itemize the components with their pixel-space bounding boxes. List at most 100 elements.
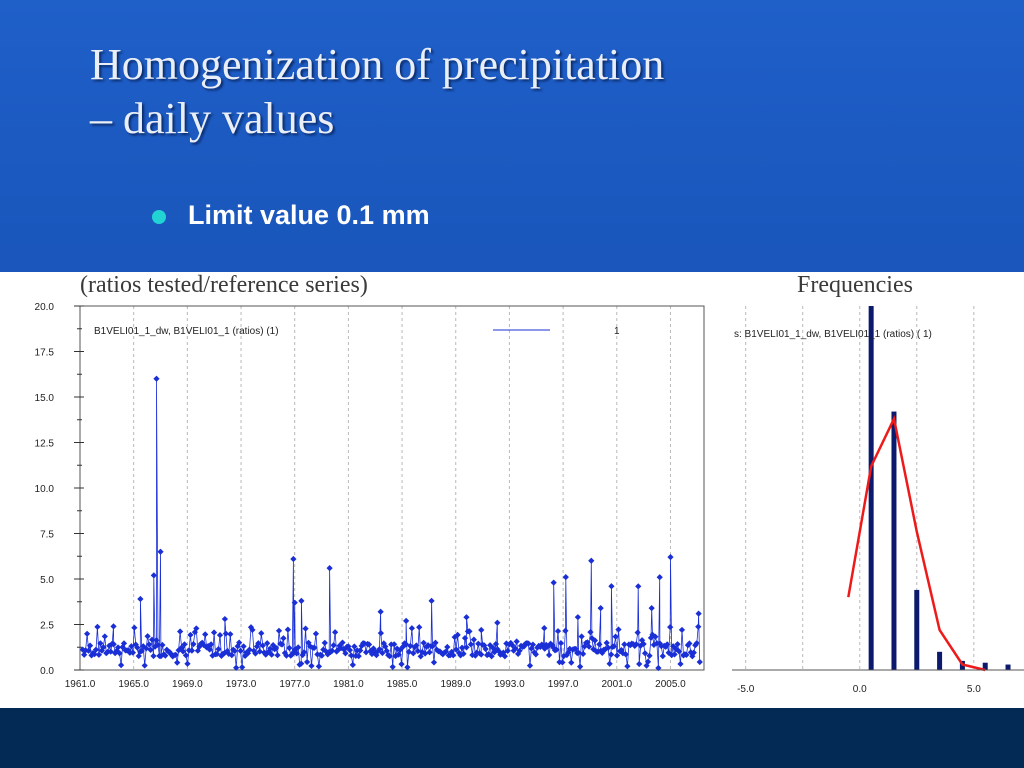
- ratio-point: [398, 660, 405, 668]
- ratio-point: [255, 640, 262, 647]
- ratio-point: [624, 663, 631, 670]
- ratio-point: [408, 625, 416, 632]
- ratio-point: [377, 608, 384, 615]
- ratio-series-line: [82, 378, 701, 669]
- frequency-x-tick-label: 5.0: [967, 684, 981, 695]
- ratio-point: [290, 555, 297, 563]
- frequency-bar: [891, 411, 897, 670]
- ratio-point: [656, 574, 663, 581]
- ratio-x-tick-label: 1969.0: [172, 679, 203, 690]
- ratio-point: [513, 638, 520, 645]
- ratio-point: [526, 662, 534, 669]
- ratio-point: [153, 637, 160, 644]
- chart-panel: 0.0 2.5 5.0 7.5 10.0 12.5 15.0 17.5 20.0 1961.0 1…: [0, 272, 1024, 708]
- ratio-point: [675, 648, 683, 655]
- ratio-point: [233, 664, 240, 671]
- ratio-point: [301, 649, 308, 656]
- ratio-point: [655, 664, 662, 672]
- ratio-point: [529, 641, 537, 648]
- ratio-point: [585, 643, 593, 650]
- ratio-point: [308, 662, 315, 670]
- ratio-point: [227, 631, 234, 638]
- bullet-dot-icon: [152, 209, 166, 224]
- footer-band: [0, 708, 1024, 768]
- ratio-point: [453, 646, 460, 653]
- ratio-point: [430, 659, 438, 666]
- ratio-point: [315, 663, 322, 670]
- ratio-point: [216, 632, 224, 639]
- ratio-point: [695, 610, 702, 617]
- ratio-chart-caption: (ratios tested/reference series): [80, 272, 368, 298]
- ratio-point: [268, 651, 275, 658]
- ratio-point: [690, 649, 697, 656]
- title-line-1: Homogenization of precipitation: [90, 40, 665, 89]
- ratio-point: [644, 658, 652, 665]
- ratio-point: [137, 595, 144, 603]
- ratio-point: [274, 652, 281, 659]
- ratio-point: [293, 650, 300, 657]
- ratio-point: [463, 614, 470, 621]
- ratio-point: [120, 640, 128, 647]
- ratio-point: [659, 653, 666, 660]
- ratio-point: [302, 625, 309, 632]
- ratio-point: [174, 659, 181, 666]
- ratio-point: [389, 663, 396, 670]
- ratio-point: [131, 624, 138, 631]
- frequency-bar: [937, 651, 943, 670]
- frequency-curve: [847, 414, 986, 672]
- ratio-point: [634, 629, 641, 636]
- frequency-chart-caption: Frequencies: [797, 272, 913, 298]
- ratio-legend-value: 1: [614, 326, 620, 337]
- ratio-point: [416, 624, 423, 631]
- ratio-y-tick-label: 20.0: [35, 302, 55, 313]
- frequency-bar: [982, 662, 988, 670]
- ratio-point: [97, 640, 104, 647]
- ratio-point: [541, 625, 548, 632]
- ratio-point: [159, 641, 166, 649]
- ratio-point: [678, 626, 686, 634]
- ratio-point: [597, 604, 604, 612]
- ratio-point: [311, 644, 318, 651]
- ratio-x-tick-label: 1965.0: [118, 679, 149, 690]
- ratio-point: [110, 623, 117, 630]
- ratio-point: [606, 660, 613, 667]
- ratio-point: [588, 557, 595, 564]
- ratio-point: [422, 650, 429, 657]
- ratio-point: [478, 651, 485, 658]
- ratio-point: [525, 640, 532, 647]
- ratio-point: [349, 661, 356, 669]
- ratio-point: [568, 659, 575, 666]
- ratio-plot-frame: [79, 305, 705, 671]
- ratio-point: [667, 623, 674, 631]
- ratio-point: [157, 548, 164, 555]
- ratio-point: [284, 626, 291, 633]
- ratio-point: [275, 627, 283, 634]
- ratio-point: [144, 633, 151, 640]
- ratio-point: [221, 615, 229, 623]
- ratio-point: [696, 658, 703, 666]
- ratio-point: [95, 651, 103, 658]
- ratio-x-tick-label: 2005.0: [655, 679, 686, 690]
- ratio-point: [404, 664, 411, 671]
- ratio-point: [636, 660, 643, 668]
- ratio-x-tick-label: 1985.0: [387, 679, 418, 690]
- ratio-x-tick-label: 1997.0: [548, 679, 579, 690]
- ratio-point: [258, 630, 265, 637]
- ratio-point: [117, 662, 125, 669]
- ratio-legend-label: B1VELI01_1_dw, B1VELI01_1 (ratios) (1): [94, 326, 279, 337]
- ratio-point: [410, 650, 417, 657]
- ratio-y-tick-label: 15.0: [35, 393, 55, 404]
- ratio-x-tick-label: 1989.0: [440, 679, 471, 690]
- ratio-point: [330, 642, 337, 649]
- ratio-point: [413, 642, 420, 649]
- ratio-point: [141, 662, 148, 669]
- bullet-item: Limit value 0.1 mm: [152, 200, 430, 231]
- ratio-point: [613, 652, 621, 659]
- frequency-bar: [868, 306, 874, 670]
- ratio-point: [444, 643, 451, 651]
- ratio-point: [664, 641, 671, 648]
- ratio-point: [177, 628, 184, 635]
- ratio-point: [494, 619, 501, 626]
- ratio-point: [575, 649, 582, 656]
- ratio-point: [475, 640, 482, 647]
